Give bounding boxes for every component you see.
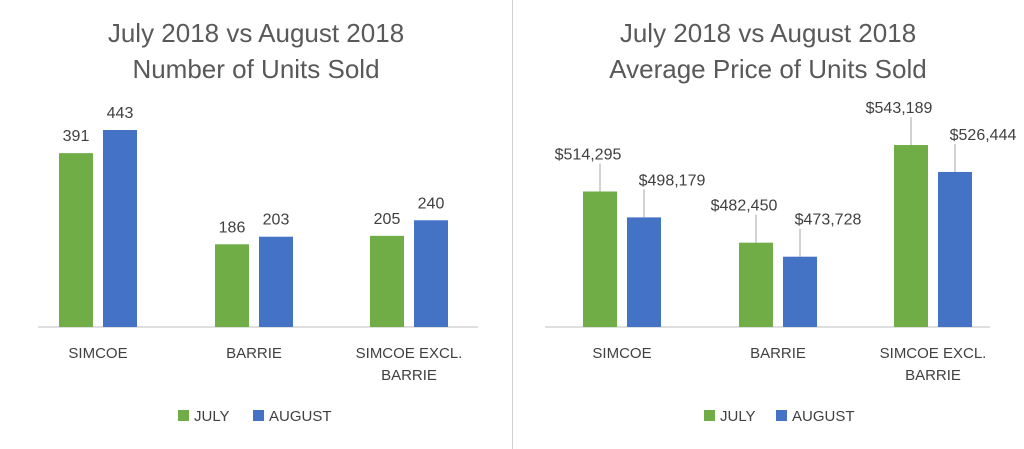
- bar-july-barrie: [739, 242, 773, 327]
- legend-label-august: AUGUST: [792, 408, 855, 425]
- bar-august-simcoe-excl-barrie: [938, 171, 972, 327]
- data-label-august-simcoe: 443: [107, 105, 134, 122]
- bar-july-simcoe-excl-barrie: [370, 235, 404, 327]
- data-label-july-simcoe: 391: [63, 128, 90, 145]
- legend-swatch-august: [776, 410, 787, 421]
- category-label-barrie: BARRIE: [750, 345, 806, 362]
- data-label-august-simcoe-excl-barrie: 240: [418, 195, 445, 212]
- chart-title-line-2: Number of Units Sold: [132, 54, 379, 84]
- bar-july-barrie: [215, 244, 249, 327]
- legend-label-august: AUGUST: [269, 408, 332, 425]
- chart-title-line-1: July 2018 vs August 2018: [108, 18, 404, 48]
- bar-july-simcoe-excl-barrie: [894, 145, 928, 327]
- data-label-july-barrie: $482,450: [711, 198, 778, 215]
- data-label-july-simcoe: $514,295: [555, 146, 622, 163]
- bar-july-simcoe: [583, 191, 617, 327]
- units-sold-chart: July 2018 vs August 2018 Number of Units …: [38, 18, 478, 425]
- legend-label-july: JULY: [720, 408, 756, 425]
- data-label-august-simcoe-excl-barrie: $526,444: [950, 127, 1017, 144]
- category-label-simcoe: SIMCOE: [68, 345, 127, 362]
- bar-august-barrie: [783, 256, 817, 327]
- bar-august-simcoe-excl-barrie: [414, 220, 448, 327]
- legend-swatch-july: [704, 410, 715, 421]
- legend-swatch-august: [253, 410, 264, 421]
- average-price-chart: July 2018 vs August 2018 Average Price of…: [545, 18, 1017, 425]
- bar-august-simcoe: [627, 217, 661, 327]
- data-label-july-simcoe-excl-barrie: $543,189: [866, 100, 933, 117]
- chart-title-line-1: July 2018 vs August 2018: [620, 18, 916, 48]
- data-label-august-barrie: 203: [263, 212, 290, 229]
- bar-august-barrie: [259, 236, 293, 327]
- category-label-simcoe-excl-barrie-line-1: SIMCOE EXCL.: [880, 345, 987, 362]
- category-label-simcoe-excl-barrie-line-2: BARRIE: [381, 367, 437, 384]
- panel-divider: [512, 0, 513, 449]
- legend-swatch-july: [178, 410, 189, 421]
- category-label-barrie: BARRIE: [226, 345, 282, 362]
- bar-july-simcoe: [59, 153, 93, 327]
- data-label-july-barrie: 186: [219, 219, 246, 236]
- category-label-simcoe-excl-barrie-line-2: BARRIE: [905, 367, 961, 384]
- category-label-simcoe: SIMCOE: [592, 345, 651, 362]
- chart-title-line-2: Average Price of Units Sold: [609, 54, 926, 84]
- data-label-august-barrie: $473,728: [795, 212, 862, 229]
- data-label-august-simcoe: $498,179: [639, 172, 706, 189]
- category-label-simcoe-excl-barrie-line-1: SIMCOE EXCL.: [356, 345, 463, 362]
- legend-label-july: JULY: [194, 408, 230, 425]
- data-label-july-simcoe-excl-barrie: 205: [374, 211, 401, 228]
- bar-august-simcoe: [103, 130, 137, 327]
